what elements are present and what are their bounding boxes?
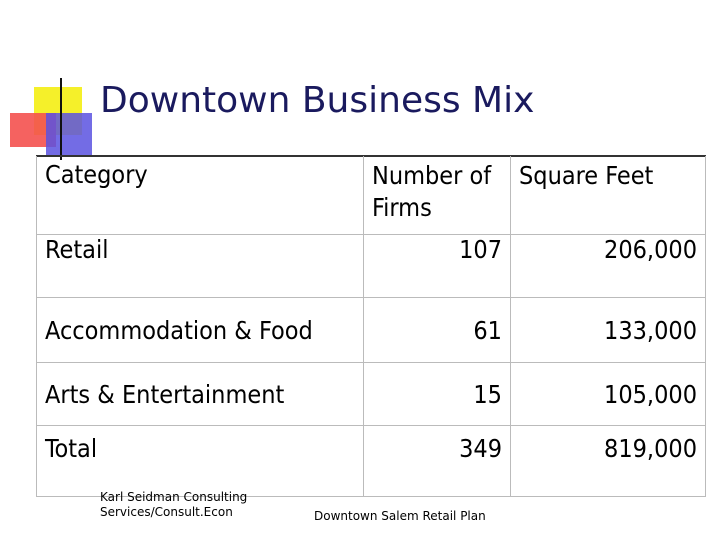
table-row: Arts & Entertainment 15 105,000 <box>36 362 706 426</box>
row-category: Total <box>36 425 364 497</box>
row-sqft: 105,000 <box>510 362 706 426</box>
header-sqft: Square Feet <box>510 156 706 235</box>
row-sqft: 206,000 <box>510 234 706 298</box>
row-sqft: 819,000 <box>510 425 706 497</box>
footer-author-line1: Karl Seidman Consulting <box>100 490 248 504</box>
table-total-row: Total 349 819,000 <box>36 425 706 497</box>
header-firms: Number of Firms <box>363 156 511 235</box>
footer-author-line2: Services/Consult.Econ <box>100 505 233 519</box>
decor-vertical-line <box>60 78 62 160</box>
row-category: Arts & Entertainment <box>36 362 364 426</box>
row-category: Accommodation & Food <box>36 297 364 363</box>
row-firms: 107 <box>363 234 511 298</box>
header-category: Category <box>36 156 364 235</box>
row-firms: 61 <box>363 297 511 363</box>
footer-title: Downtown Salem Retail Plan <box>314 509 486 523</box>
business-mix-table: Category Number of Firms Square Feet Ret… <box>36 156 706 497</box>
row-sqft: 133,000 <box>510 297 706 363</box>
table-row: Accommodation & Food 61 133,000 <box>36 297 706 363</box>
decor-blue-square <box>46 113 92 157</box>
footer-author: Karl Seidman Consulting Services/Consult… <box>100 490 247 520</box>
table-row: Retail 107 206,000 <box>36 234 706 298</box>
row-firms: 349 <box>363 425 511 497</box>
row-category: Retail <box>36 234 364 298</box>
row-firms: 15 <box>363 362 511 426</box>
table-header-row: Category Number of Firms Square Feet <box>36 156 706 235</box>
slide-title: Downtown Business Mix <box>100 80 535 121</box>
